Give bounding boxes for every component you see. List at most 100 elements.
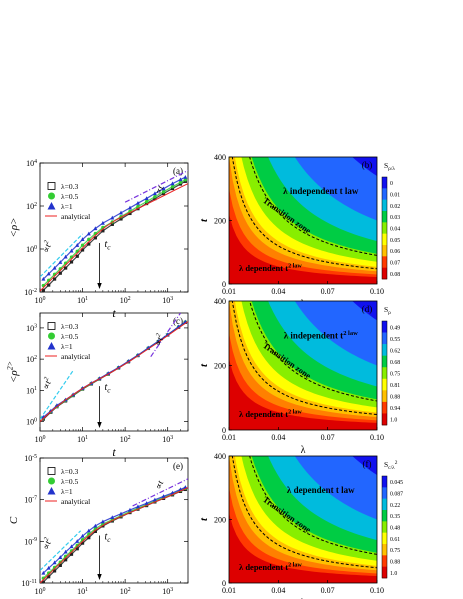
legend-swatch (47, 182, 56, 190)
data-point (119, 511, 124, 516)
region-label-lower: λ dependent t2 law (239, 562, 302, 572)
transition-boundary (231, 301, 377, 416)
tc-arrow-head (97, 574, 102, 580)
transition-boundary (231, 157, 377, 270)
data-point (161, 191, 166, 196)
y-tick-label: 100 (26, 245, 37, 254)
y-tick-label: 400 (214, 153, 226, 162)
x-tick-label: 0.01 (222, 586, 236, 595)
y-tick-label: 10-7 (24, 495, 37, 504)
data-point (64, 266, 68, 270)
data-point (58, 271, 62, 275)
tc-label: tc (105, 532, 112, 545)
legend-item: analytical (45, 497, 90, 506)
colorbar-label: 0.03 (390, 215, 400, 221)
data-point (41, 580, 45, 583)
y-tick-label: 10-5 (24, 454, 37, 463)
x-axis-label: t (112, 597, 116, 599)
colorbar-cell (382, 256, 387, 268)
colorbar-cell (382, 510, 387, 522)
panel-letter: (d) (362, 304, 373, 314)
y-tick-label: 0 (222, 426, 226, 435)
panel-letter: (c) (173, 316, 183, 326)
colorbar-label: 0.94 (390, 406, 400, 412)
series-analytical-line (40, 321, 188, 422)
colorbar-cell (382, 566, 387, 579)
colorbar-cell (382, 532, 387, 545)
y-tick-label: 104 (26, 159, 37, 168)
data-point (63, 549, 68, 554)
colorbar-cell (382, 521, 387, 533)
colorbar-label: 0.04 (390, 227, 400, 233)
guide-label: ∝t (153, 479, 166, 491)
y-tick-label: 102 (26, 355, 37, 364)
x-tick-label: 102 (120, 435, 131, 444)
tc-arrow-head (97, 422, 102, 428)
colorbar-cell (382, 199, 387, 212)
heat-band (229, 157, 377, 284)
data-point (178, 180, 183, 185)
guide-line (40, 370, 74, 420)
data-point (47, 283, 51, 287)
legend-item: λ=0.3 (47, 322, 78, 331)
heat-band (229, 333, 377, 430)
x-tick-label: 0.10 (370, 586, 384, 595)
x-tick-label: 100 (35, 435, 46, 444)
data-point (110, 215, 115, 220)
legend-label: analytical (61, 352, 90, 361)
panel-a: 100 101 102 10310-2100102104t<ρ>(a)tc∝t2∝tλ… (8, 159, 189, 320)
data-point (41, 276, 46, 281)
colorbar-cell (382, 188, 387, 200)
guide-label: ∝t2 (40, 536, 54, 551)
colorbar-cell (382, 367, 387, 380)
y-tick-label: 200 (214, 362, 226, 371)
panel-letter: (f) (363, 459, 372, 469)
legend-item: λ=0.3 (47, 467, 78, 476)
data-point (87, 536, 91, 540)
x-tick-label: 100 (35, 296, 46, 305)
data-point (153, 195, 157, 199)
data-point (64, 558, 68, 562)
data-point (144, 501, 149, 505)
colorbar-cell (382, 413, 387, 426)
data-point (101, 229, 105, 233)
legend-swatch (47, 342, 56, 350)
panel-e: 100 101 102 103 10-11 10-9 10-7 10-5 t C (e) tc ∝t2 ∝… (8, 454, 189, 599)
region-label-upper: λ independent t law (283, 186, 359, 196)
x-tick-label: 0.07 (321, 287, 335, 296)
data-point (69, 260, 74, 264)
x-tick-label: 0.10 (370, 433, 384, 442)
data-point (52, 265, 57, 270)
data-point (178, 177, 183, 182)
colorbar-title: Sρ/λ (384, 161, 395, 172)
y-tick-label: 0 (222, 280, 226, 289)
data-point (69, 552, 74, 556)
series-analytical-line (40, 487, 188, 583)
data-point (119, 210, 124, 215)
colorbar-cell (382, 222, 387, 234)
x-tick-label: 101 (77, 435, 88, 444)
colorbar-cell (382, 390, 387, 403)
guide-line (40, 530, 82, 571)
data-point (75, 243, 80, 247)
data-point (127, 507, 132, 512)
region-label-lower: λ dependent t2 law (239, 409, 302, 419)
data-point (52, 569, 57, 573)
colorbar-cell (382, 487, 387, 499)
data-point (100, 519, 105, 524)
y-axis-label: <ρ2> (6, 361, 20, 383)
colorbar-label: 0.35 (390, 514, 400, 520)
data-point (87, 242, 91, 246)
colorbar-frame (381, 320, 388, 426)
data-point (41, 570, 46, 575)
y-tick-label: 10-2 (24, 288, 37, 297)
data-point (170, 186, 175, 191)
plot-frame (39, 162, 189, 293)
colorbar-label: 0.75 (390, 372, 400, 378)
colorbar-cell (382, 211, 387, 223)
data-point (110, 222, 114, 226)
legend-label: λ=1 (61, 202, 73, 211)
x-tick-label: 101 (77, 587, 88, 596)
colorbar-label: 0.75 (390, 548, 400, 554)
y-tick-label: 102 (26, 202, 37, 211)
